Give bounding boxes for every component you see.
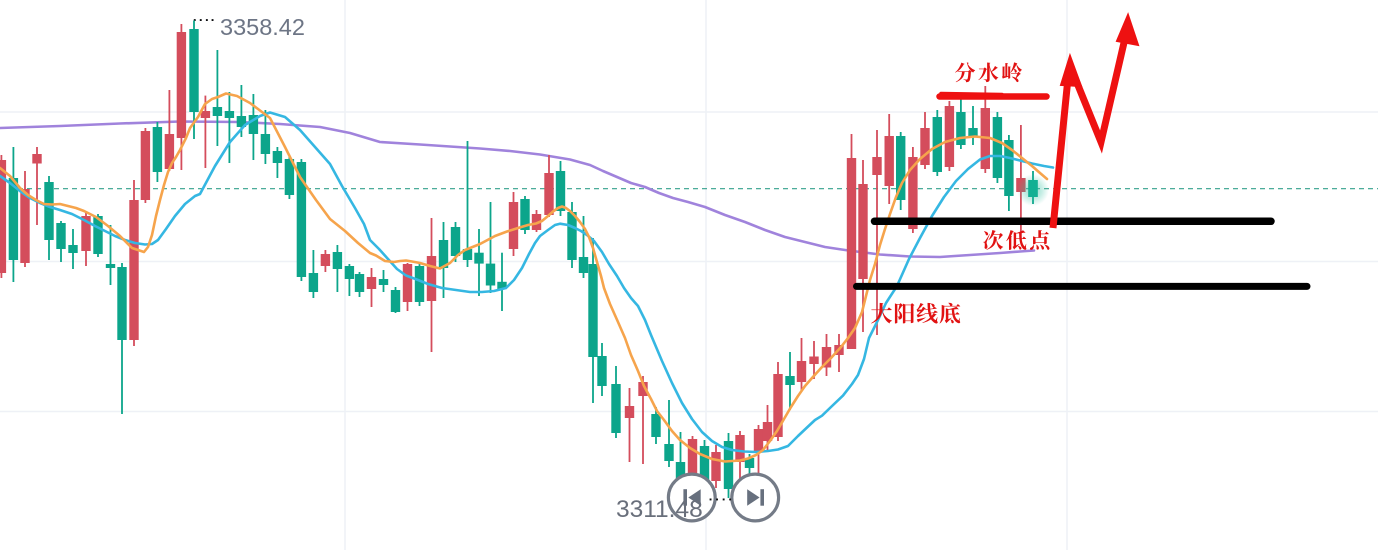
svg-text:3358.42: 3358.42 (220, 14, 305, 40)
svg-text:3311.48: 3311.48 (616, 496, 703, 523)
